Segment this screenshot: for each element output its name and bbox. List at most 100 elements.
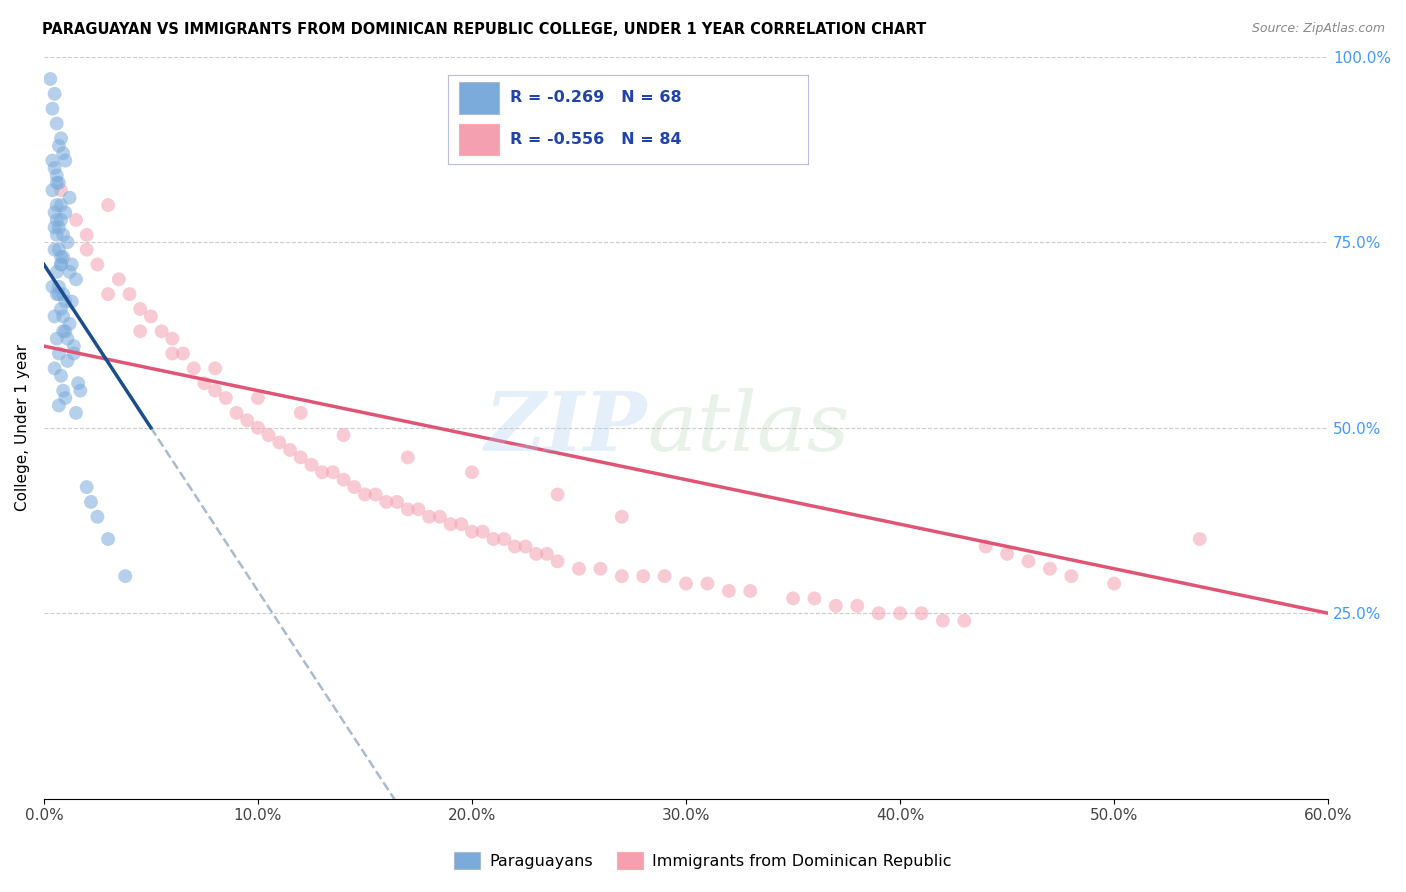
Point [290, 406, 312, 420]
Point [67, 376, 90, 391]
Legend: Paraguayans, Immigrants from Dominican Republic: Paraguayans, Immigrants from Dominican R… [449, 846, 957, 875]
Point [49, 368, 72, 383]
Point [162, 332, 184, 346]
Point [86, 257, 108, 271]
Point [332, 428, 354, 442]
Point [471, 524, 494, 539]
Point [889, 606, 911, 620]
Point [63, 339, 86, 353]
Point [215, 391, 238, 405]
Point [97, 287, 120, 301]
Point [1060, 569, 1083, 583]
Point [139, 310, 162, 324]
Point [172, 346, 194, 360]
Point [80, 495, 103, 509]
Point [375, 495, 398, 509]
Point [461, 465, 484, 479]
Point [343, 480, 366, 494]
Point [58, 265, 80, 279]
Point [49, 198, 72, 212]
Point [44, 161, 66, 175]
Point [65, 213, 87, 227]
Point [48, 138, 70, 153]
Point [332, 473, 354, 487]
Point [49, 213, 72, 227]
Point [52, 384, 75, 398]
Point [429, 509, 451, 524]
Point [53, 391, 76, 405]
Point [631, 569, 654, 583]
Point [65, 406, 87, 420]
Text: PARAGUAYAN VS IMMIGRANTS FROM DOMINICAN REPUBLIC COLLEGE, UNDER 1 YEAR CORRELATI: PARAGUAYAN VS IMMIGRANTS FROM DOMINICAN … [42, 22, 927, 37]
Point [740, 584, 762, 599]
Point [52, 324, 75, 338]
Point [52, 287, 75, 301]
Point [58, 317, 80, 331]
Point [269, 435, 291, 450]
Point [225, 406, 247, 420]
Point [932, 614, 955, 628]
Point [974, 540, 997, 554]
Point [183, 361, 205, 376]
Point [675, 576, 697, 591]
Point [257, 428, 280, 442]
Point [204, 361, 226, 376]
Point [290, 450, 312, 465]
Point [654, 569, 676, 583]
Point [824, 599, 846, 613]
Point [49, 131, 72, 145]
Point [610, 509, 633, 524]
Point [52, 146, 75, 161]
Point [482, 532, 505, 546]
Point [396, 450, 419, 465]
Point [953, 614, 976, 628]
Point [246, 391, 269, 405]
Point [48, 176, 70, 190]
Point [536, 547, 558, 561]
Point [41, 279, 63, 293]
Point [396, 502, 419, 516]
Point [41, 153, 63, 168]
Point [44, 361, 66, 376]
Point [1039, 562, 1062, 576]
Point [995, 547, 1018, 561]
Point [910, 606, 932, 620]
Point [48, 243, 70, 257]
Point [589, 562, 612, 576]
Point [48, 287, 70, 301]
Text: Source: ZipAtlas.com: Source: ZipAtlas.com [1251, 22, 1385, 36]
Point [1102, 576, 1125, 591]
Point [439, 517, 461, 532]
Point [568, 562, 591, 576]
Point [408, 502, 430, 516]
Point [56, 332, 79, 346]
Point [524, 547, 547, 561]
Point [52, 250, 75, 264]
Point [696, 576, 718, 591]
Point [547, 487, 569, 501]
Point [301, 458, 323, 472]
Point [97, 532, 120, 546]
Point [76, 243, 98, 257]
Point [129, 324, 152, 338]
Point [48, 220, 70, 235]
Point [494, 532, 516, 546]
Point [48, 346, 70, 360]
Point [44, 243, 66, 257]
Point [450, 517, 472, 532]
Point [45, 265, 67, 279]
Point [311, 465, 333, 479]
Point [49, 257, 72, 271]
Point [322, 465, 344, 479]
Point [48, 279, 70, 293]
Point [53, 205, 76, 219]
Point [97, 198, 120, 212]
Point [547, 554, 569, 568]
Point [58, 191, 80, 205]
Point [610, 569, 633, 583]
Point [56, 235, 79, 250]
Text: atlas: atlas [648, 388, 849, 467]
Point [52, 310, 75, 324]
Point [782, 591, 804, 606]
Point [45, 116, 67, 130]
